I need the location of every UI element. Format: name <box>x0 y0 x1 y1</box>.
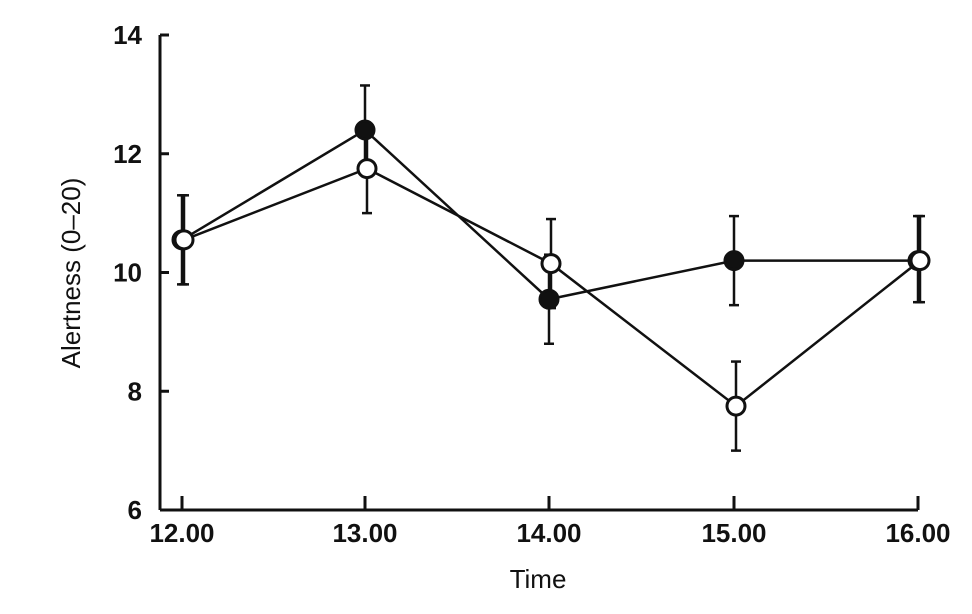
open-circle-marker <box>909 250 931 272</box>
filled-circle-marker <box>354 119 376 141</box>
x-tick-label: 12.00 <box>149 518 214 548</box>
y-tick-label: 14 <box>113 20 142 50</box>
y-tick-label: 12 <box>113 139 142 169</box>
tick-labels: 6 8 10 12 14 12.00 13.00 14.00 15.00 16.00 <box>113 20 950 548</box>
open-circle-marker <box>173 229 195 251</box>
y-tick-label: 6 <box>128 495 142 525</box>
open-circle-marker <box>540 253 562 275</box>
filled-circle-marker <box>538 288 560 310</box>
y-tick-label: 10 <box>113 258 142 288</box>
open-circle-marker <box>725 395 747 417</box>
y-axis-title: Alertness (0–20) <box>56 178 86 369</box>
x-tick-label: 13.00 <box>332 518 397 548</box>
x-tick-label: 15.00 <box>701 518 766 548</box>
open-circle-marker <box>356 158 378 180</box>
axes <box>158 33 920 512</box>
x-tick-label: 14.00 <box>516 518 581 548</box>
y-tick-label: 8 <box>128 376 142 406</box>
x-axis-title: Time <box>510 564 567 594</box>
data-markers <box>171 119 931 417</box>
x-tick-label: 16.00 <box>885 518 950 548</box>
filled-circle-marker <box>723 250 745 272</box>
